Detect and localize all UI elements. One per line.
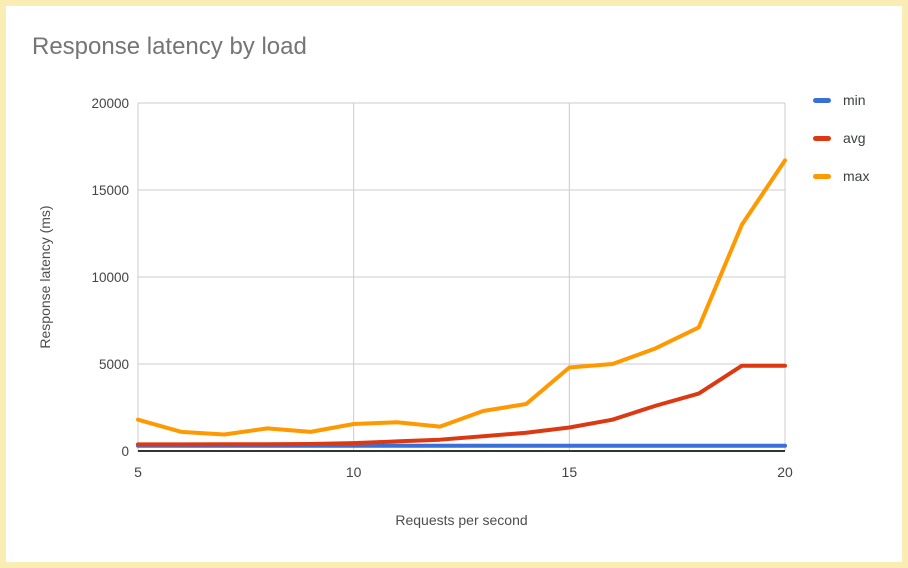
chart-title: Response latency by load [32,33,307,60]
legend: min avg max [813,92,869,206]
legend-swatch-avg [813,135,831,141]
x-axis-title: Requests per second [395,512,528,528]
x-tick-label: 10 [346,464,362,480]
x-tick-label: 5 [134,464,142,480]
x-tick-label: 15 [562,464,578,480]
legend-label: max [843,168,870,184]
legend-swatch-max [813,173,831,179]
x-tick-label: 20 [777,464,793,480]
y-tick-label: 10000 [91,270,129,285]
y-axis-title: Response latency (ms) [37,205,53,349]
series-line-max[interactable] [136,158,787,437]
y-tick-label: 15000 [91,183,129,198]
legend-label: min [843,92,866,108]
y-tick-label: 20000 [91,96,129,111]
legend-item-max[interactable]: max [813,168,869,184]
legend-label: avg [843,130,866,146]
legend-item-avg[interactable]: avg [813,130,869,146]
series-line-avg[interactable] [136,363,787,447]
y-tick-label: 0 [121,444,129,459]
legend-item-min[interactable]: min [813,92,869,108]
y-tick-label: 5000 [99,357,129,372]
legend-swatch-min [813,97,831,103]
